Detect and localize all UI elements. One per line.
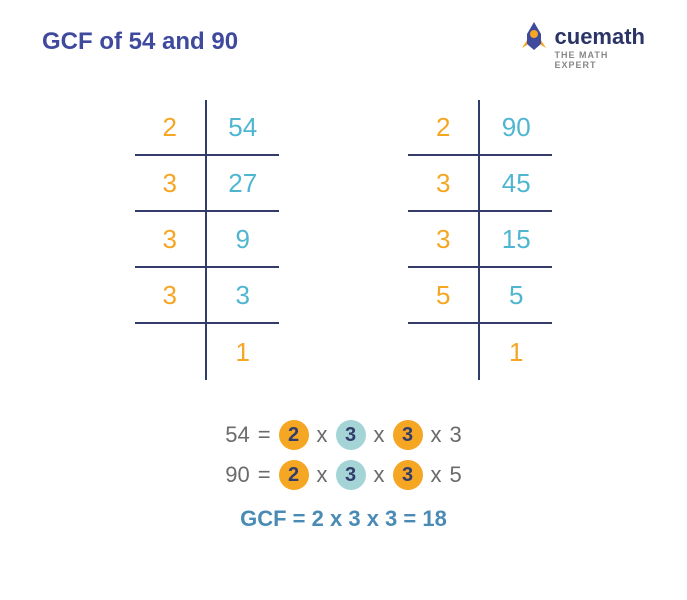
factor-term: 3 bbox=[450, 422, 462, 448]
page-title: GCF of 54 and 90 bbox=[42, 28, 238, 56]
quotient-cell: 90 bbox=[480, 100, 552, 156]
title-text: GCF of 54 and 90 bbox=[42, 28, 238, 55]
times-operator: x bbox=[431, 422, 442, 448]
factor-term: 5 bbox=[450, 462, 462, 488]
times-operator: x bbox=[374, 462, 385, 488]
quotient-column: 90451551 bbox=[480, 100, 552, 380]
quotient-cell: 3 bbox=[207, 268, 279, 324]
divisor-cell: 3 bbox=[135, 212, 207, 268]
factorization-block: 54=2x3x3x390=2x3x3x5GCF = 2 x 3 x 3 = 18 bbox=[0, 420, 687, 532]
divisor-cell bbox=[135, 324, 207, 380]
quotient-cell: 1 bbox=[480, 324, 552, 380]
factor-table-right: 233590451551 bbox=[408, 100, 552, 380]
quotient-cell: 15 bbox=[480, 212, 552, 268]
equals-sign: = bbox=[258, 462, 271, 488]
gcf-result-row: GCF = 2 x 3 x 3 = 18 bbox=[240, 506, 447, 532]
logo-tagline: THE MATH EXPERT bbox=[555, 50, 645, 70]
factor-term: 2 bbox=[279, 420, 309, 450]
logo-name: cuemath bbox=[555, 24, 645, 50]
gcf-value: 18 bbox=[422, 506, 446, 531]
quotient-column: 5427931 bbox=[207, 100, 279, 380]
quotient-cell: 27 bbox=[207, 156, 279, 212]
equals-sign: = bbox=[403, 506, 416, 531]
quotient-cell: 45 bbox=[480, 156, 552, 212]
divisor-cell: 3 bbox=[135, 268, 207, 324]
quotient-cell: 9 bbox=[207, 212, 279, 268]
factor-term: 3 bbox=[393, 460, 423, 490]
brand-logo: cuemath THE MATH EXPERT bbox=[519, 20, 645, 54]
equals-sign: = bbox=[293, 506, 306, 531]
quotient-cell: 1 bbox=[207, 324, 279, 380]
quotient-cell: 54 bbox=[207, 100, 279, 156]
factorization-row: 90=2x3x3x5 bbox=[225, 460, 462, 490]
factorization-lhs: 54 bbox=[225, 422, 249, 448]
divisor-cell: 3 bbox=[135, 156, 207, 212]
factorization-row: 54=2x3x3x3 bbox=[225, 420, 462, 450]
gcf-expression: 2 x 3 x 3 bbox=[312, 506, 398, 531]
times-operator: x bbox=[317, 422, 328, 448]
factor-term: 2 bbox=[279, 460, 309, 490]
divisor-cell bbox=[408, 324, 480, 380]
divisor-cell: 2 bbox=[408, 100, 480, 156]
times-operator: x bbox=[431, 462, 442, 488]
divisor-cell: 2 bbox=[135, 100, 207, 156]
factor-term: 3 bbox=[336, 420, 366, 450]
times-operator: x bbox=[374, 422, 385, 448]
factor-table-left: 23335427931 bbox=[135, 100, 279, 380]
divisor-cell: 5 bbox=[408, 268, 480, 324]
factor-term: 3 bbox=[393, 420, 423, 450]
gcf-label: GCF bbox=[240, 506, 286, 531]
equals-sign: = bbox=[258, 422, 271, 448]
rocket-icon bbox=[519, 20, 549, 54]
divisor-column: 2333 bbox=[135, 100, 207, 380]
factor-term: 3 bbox=[336, 460, 366, 490]
divisor-cell: 3 bbox=[408, 212, 480, 268]
quotient-cell: 5 bbox=[480, 268, 552, 324]
factor-tables: 23335427931233590451551 bbox=[0, 100, 687, 380]
times-operator: x bbox=[317, 462, 328, 488]
divisor-column: 2335 bbox=[408, 100, 480, 380]
divisor-cell: 3 bbox=[408, 156, 480, 212]
factorization-lhs: 90 bbox=[225, 462, 249, 488]
